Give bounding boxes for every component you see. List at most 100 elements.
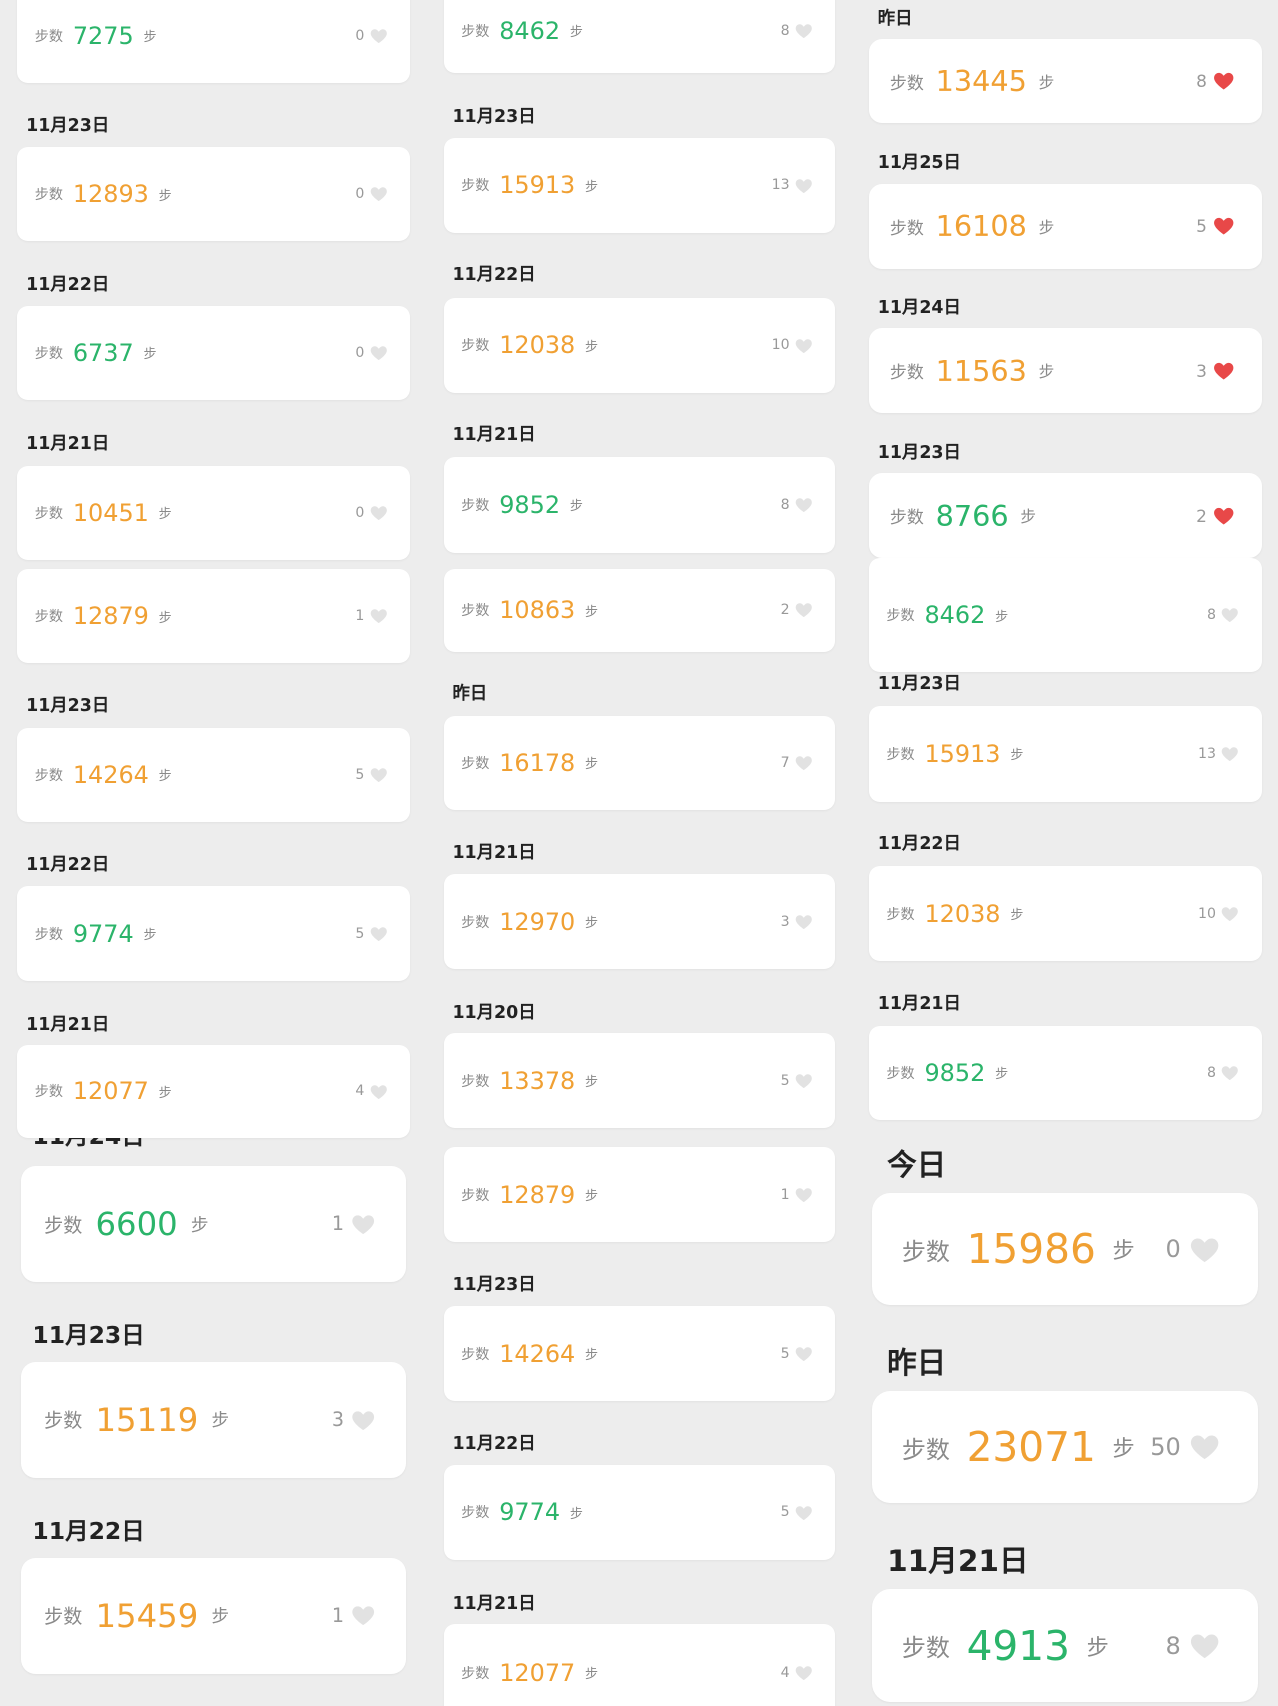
steps-unit: 步 [585,604,599,620]
steps-label: 步数 [461,1505,490,1522]
like-button[interactable] [1188,1629,1221,1662]
steps-unit: 步 [1038,217,1055,237]
step-card: 步数 13378 步 5 [443,1033,836,1128]
like-button[interactable] [794,912,814,932]
step-card: 步数 9852 步 8 [869,1025,1262,1121]
step-card: 步数 15459 步 1 [20,1557,406,1674]
step-card: 步数 6737 步 0 [17,305,411,401]
steps-label: 步数 [34,505,64,522]
likes: 8 [1207,605,1240,625]
date-header: 11月21日 [877,994,961,1015]
steps-unit: 步 [585,1075,599,1091]
like-button[interactable] [794,1663,814,1683]
step-card: 步数 12879 步 1 [17,568,411,664]
likes-count: 5 [355,925,365,942]
steps-unit: 步 [143,30,157,46]
like-button[interactable] [1220,605,1240,625]
like-button[interactable] [794,336,814,356]
date-header: 11月22日 [452,265,536,286]
date-header: 昨日 [877,8,913,29]
likes-count: 1 [331,1213,345,1236]
step-card: 步数 15986 步 0 [872,1193,1259,1306]
like-button[interactable] [1212,504,1235,527]
like-button[interactable] [1212,69,1235,92]
likes: 3 [332,1407,376,1433]
likes-count: 8 [780,496,790,513]
like-button[interactable] [794,1344,814,1364]
like-button[interactable] [1188,1233,1221,1266]
steps-unit: 步 [569,1506,583,1522]
steps-unit: 步 [585,916,599,932]
like-button[interactable] [369,26,389,46]
steps-unit: 步 [585,757,599,773]
likes-count: 7 [780,754,790,771]
step-card: 步数 11563 步 3 [869,328,1262,414]
step-card: 步数 7275 步 0 [17,0,411,83]
steps-unit: 步 [211,1411,230,1432]
likes-count: 2 [1196,505,1207,526]
like-button[interactable] [1220,1063,1240,1083]
steps-value: 12077 [499,1658,576,1687]
steps-unit: 步 [585,1348,599,1364]
step-card: 步数 8462 步 8 [869,557,1262,673]
steps-value: 15119 [95,1400,199,1439]
likes: 0 [355,503,388,523]
like-button[interactable] [794,1185,814,1205]
like-button[interactable] [1220,744,1240,764]
like-button[interactable] [794,1503,814,1523]
like-button[interactable] [794,1071,814,1091]
like-button[interactable] [1212,359,1235,382]
steps-unit: 步 [158,188,172,204]
likes-count: 3 [780,913,790,930]
like-button[interactable] [1220,904,1240,924]
like-button[interactable] [369,184,389,204]
steps-unit: 步 [1086,1634,1109,1661]
likes-count: 4 [780,1664,790,1681]
steps-unit: 步 [1010,908,1024,924]
like-button[interactable] [369,343,389,363]
steps-label: 步数 [886,906,915,923]
likes: 2 [781,600,814,620]
steps-value: 12038 [924,899,1001,928]
step-card: 步数 9852 步 8 [443,456,836,553]
like-button[interactable] [794,21,814,41]
step-card: 步数 12879 步 1 [443,1147,836,1243]
like-button[interactable] [369,1082,389,1102]
like-button[interactable] [369,924,389,944]
steps-label: 步数 [34,767,64,784]
steps-label: 步数 [901,1435,950,1464]
likes: 1 [355,606,388,626]
like-button[interactable] [794,495,814,515]
date-header: 11月23日 [452,106,536,127]
date-header: 11月21日 [887,1543,1029,1578]
date-header: 11月21日 [452,425,536,446]
like-button[interactable] [350,1211,376,1237]
likes-count: 8 [1207,607,1217,624]
like-button[interactable] [794,753,814,773]
like-button[interactable] [794,176,814,196]
likes: 5 [355,765,388,785]
steps-value: 14264 [499,1339,576,1368]
like-button[interactable] [369,606,389,626]
likes: 1 [781,1185,814,1205]
steps-value: 12038 [499,331,576,360]
date-header: 昨日 [452,684,488,705]
date-header: 11月22日 [452,1433,536,1454]
like-button[interactable] [369,503,389,523]
steps-label: 步数 [44,1410,83,1433]
like-button[interactable] [369,765,389,785]
like-button[interactable] [1188,1430,1221,1463]
likes-count: 2 [780,602,790,619]
like-button[interactable] [1212,214,1235,237]
date-header: 11月22日 [26,275,110,296]
steps-label: 步数 [34,28,64,45]
likes: 0 [355,184,388,204]
like-button[interactable] [794,600,814,620]
likes-count: 3 [1196,360,1207,381]
step-card: 步数 12970 步 3 [443,874,836,970]
like-button[interactable] [350,1407,376,1433]
likes-count: 1 [780,1186,790,1203]
like-button[interactable] [350,1602,376,1628]
steps-unit: 步 [190,1215,209,1236]
